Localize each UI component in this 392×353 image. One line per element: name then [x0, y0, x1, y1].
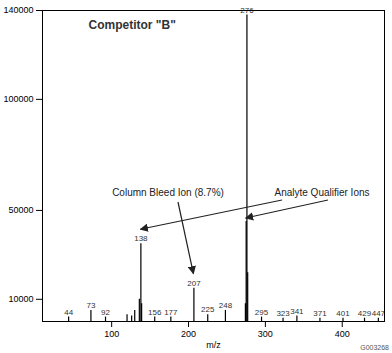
svg-text:100000: 100000 [3, 94, 33, 104]
svg-text:100: 100 [104, 329, 119, 339]
svg-text:Analyte Qualifier Ions: Analyte Qualifier Ions [274, 187, 369, 198]
svg-text:371: 371 [313, 309, 327, 318]
svg-text:177: 177 [164, 308, 178, 317]
svg-text:400: 400 [335, 329, 350, 339]
svg-text:138: 138 [134, 234, 148, 243]
svg-text:73: 73 [86, 301, 95, 310]
svg-text:44: 44 [64, 308, 73, 317]
svg-text:G003268: G003268 [360, 344, 389, 351]
svg-text:401: 401 [336, 309, 350, 318]
svg-text:341: 341 [290, 307, 304, 316]
svg-text:447: 447 [372, 309, 386, 318]
svg-text:276: 276 [240, 5, 254, 15]
svg-text:92: 92 [101, 308, 110, 317]
svg-text:Column Bleed Ion (8.7%): Column Bleed Ion (8.7%) [112, 187, 224, 198]
svg-text:50000: 50000 [8, 205, 33, 215]
svg-text:140000: 140000 [3, 5, 33, 15]
svg-text:156: 156 [148, 308, 162, 317]
svg-text:225: 225 [201, 305, 215, 314]
svg-text:248: 248 [219, 301, 233, 310]
svg-text:200: 200 [181, 329, 196, 339]
svg-text:207: 207 [187, 279, 201, 288]
svg-text:295: 295 [255, 308, 269, 317]
svg-text:m/z: m/z [206, 340, 221, 350]
svg-text:10000: 10000 [8, 294, 33, 304]
svg-text:429: 429 [358, 309, 372, 318]
svg-text:323: 323 [276, 309, 290, 318]
svg-text:300: 300 [258, 329, 273, 339]
svg-text:Competitor "B": Competitor "B" [89, 18, 176, 32]
